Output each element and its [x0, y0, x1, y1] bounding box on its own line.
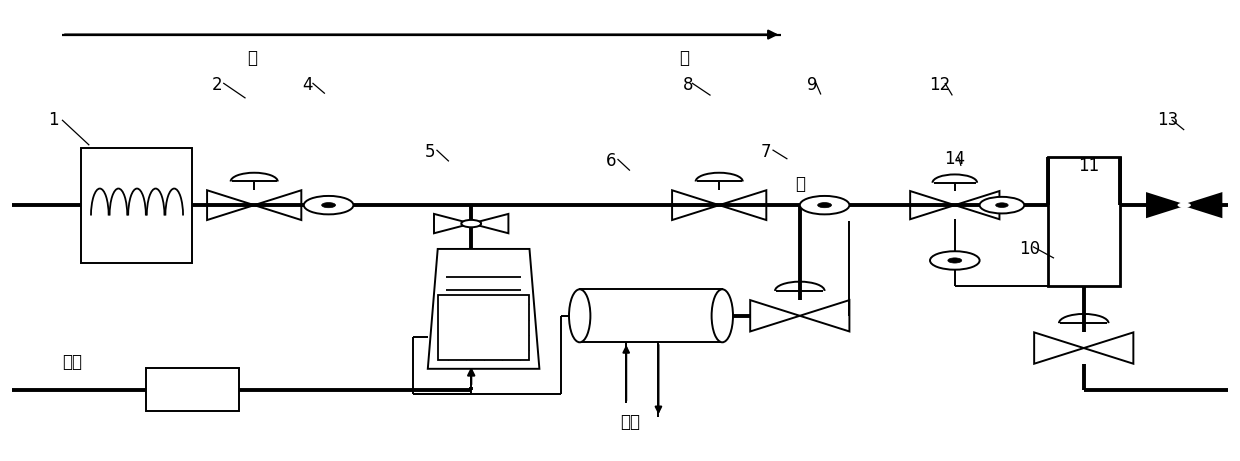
Circle shape [817, 202, 832, 208]
Text: 11: 11 [1078, 157, 1100, 175]
Text: 关: 关 [795, 175, 805, 194]
Circle shape [996, 203, 1008, 207]
Polygon shape [1184, 194, 1221, 217]
Text: 4: 4 [303, 76, 312, 95]
Text: 10: 10 [1018, 240, 1040, 258]
Text: 7: 7 [761, 143, 771, 161]
Text: 9: 9 [807, 76, 817, 95]
Text: 冷源: 冷源 [620, 413, 640, 431]
Text: 1: 1 [48, 111, 58, 129]
Text: 开: 开 [680, 48, 689, 67]
Bar [81, 148, 192, 263]
Bar [580, 290, 722, 342]
Ellipse shape [569, 290, 590, 342]
Circle shape [304, 196, 353, 214]
Circle shape [321, 202, 336, 208]
Bar [1048, 157, 1120, 286]
Circle shape [1178, 203, 1190, 207]
Text: 开: 开 [247, 48, 257, 67]
Circle shape [947, 258, 962, 263]
Text: 5: 5 [425, 143, 435, 161]
Circle shape [980, 197, 1024, 213]
Text: 13: 13 [1157, 111, 1179, 129]
Polygon shape [428, 249, 539, 369]
Polygon shape [1147, 194, 1184, 217]
Text: 补液: 补液 [62, 353, 82, 371]
Text: 6: 6 [606, 152, 616, 171]
Text: 8: 8 [683, 76, 693, 95]
Text: 12: 12 [929, 76, 951, 95]
Text: 2: 2 [212, 76, 222, 95]
Circle shape [930, 251, 980, 270]
Bar [146, 368, 238, 411]
Ellipse shape [712, 290, 733, 342]
Text: 14: 14 [944, 150, 966, 168]
Bar [438, 295, 529, 360]
Circle shape [461, 220, 481, 227]
Circle shape [800, 196, 849, 214]
